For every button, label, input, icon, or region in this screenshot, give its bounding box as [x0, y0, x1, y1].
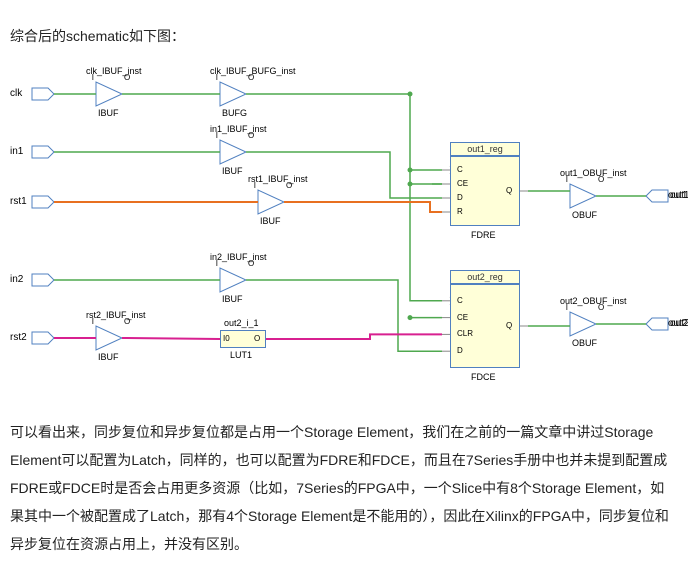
reg-type-out2: FDCE [471, 372, 496, 382]
port-rst1: rst1 [10, 196, 27, 207]
reg-out1-pin-R: R [457, 207, 463, 216]
reg-out1-pin-q: Q [506, 186, 512, 195]
lut-pin-o: O [254, 334, 260, 343]
reg-title-out1: out1_reg [450, 142, 520, 156]
port-in2: in2 [10, 274, 23, 285]
port-clk: clk [10, 88, 22, 99]
body-paragraph: 可以看出来，同步复位和异步复位都是占用一个Storage Element，我们在… [10, 418, 678, 558]
reg-type-out1: FDRE [471, 230, 496, 240]
schematic-diagram: IOIOIOIOIOIOIOIO clkin1rst1in2rst2clk_IB… [10, 62, 670, 402]
reg-out2-pin-CE: CE [457, 313, 468, 322]
reg-out2-pin-C: C [457, 296, 463, 305]
type-rst1_ibuf: IBUF [260, 216, 281, 226]
inst-in2_ibuf: in2_IBUF_inst [210, 252, 267, 262]
type-in1_ibuf: IBUF [222, 166, 243, 176]
type-clk_ibuf: IBUF [98, 108, 119, 118]
inst-clk_ibuf: clk_IBUF_inst [86, 66, 142, 76]
inst-in1_ibuf: in1_IBUF_inst [210, 124, 267, 134]
reg-out2-pin-D: D [457, 346, 463, 355]
inst-lut: out2_i_1 [224, 318, 259, 328]
type-out1_obuf: OBUF [572, 210, 597, 220]
inst-out2_obuf: out2_OBUF_inst [560, 296, 627, 306]
reg-title-out2: out2_reg [450, 270, 520, 284]
inst-out1_obuf: out1_OBUF_inst [560, 168, 627, 178]
reg-out1-pin-CE: CE [457, 179, 468, 188]
type-in2_ibuf: IBUF [222, 294, 243, 304]
intro-text: 综合后的schematic如下图： [10, 22, 678, 50]
inst-rst1_ibuf: rst1_IBUF_inst [248, 174, 308, 184]
port-out2-label: out2 [670, 318, 688, 329]
type-clk_bufg: BUFG [222, 108, 247, 118]
reg-out2-pin-q: Q [506, 321, 512, 330]
type-rst2_ibuf: IBUF [98, 352, 119, 362]
port-in1: in1 [10, 146, 23, 157]
inst-rst2_ibuf: rst2_IBUF_inst [86, 310, 146, 320]
reg-out2-pin-CLR: CLR [457, 329, 473, 338]
inst-clk_bufg: clk_IBUF_BUFG_inst [210, 66, 296, 76]
reg-out1-pin-C: C [457, 165, 463, 174]
type-out2_obuf: OBUF [572, 338, 597, 348]
reg-out1-pin-D: D [457, 193, 463, 202]
port-out1-label: out1 [670, 190, 688, 201]
port-rst2: rst2 [10, 332, 27, 343]
lut-pin-i0: I0 [223, 334, 230, 343]
type-lut: LUT1 [230, 350, 252, 360]
